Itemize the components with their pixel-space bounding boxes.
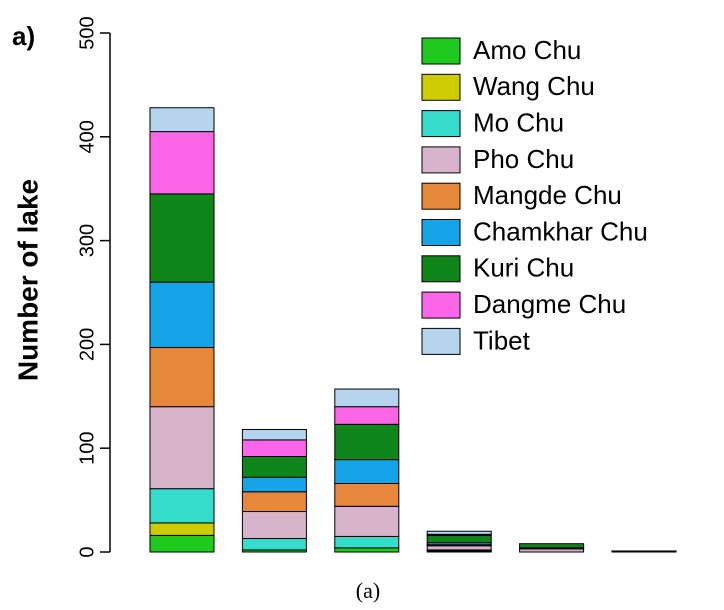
bar-segment [241,456,307,478]
legend-swatch [421,73,461,101]
legend-swatch [421,182,461,210]
legend-swatch [421,219,461,246]
y-tick-label: 400 [76,120,98,153]
y-tick-label: 500 [76,16,98,49]
legend-label: Dangme Chu [473,289,626,319]
y-tick-label: 200 [76,328,98,361]
legend-swatch [421,146,461,174]
y-axis-title: Number of lake [12,179,43,381]
legend-label: Mo Chu [473,107,564,137]
bar-segment [241,538,307,551]
bar-segment [334,482,400,507]
caption: (a) [356,578,380,603]
bar-segment [426,545,492,551]
bar-segment [149,107,215,133]
bar-segment [149,406,215,490]
bar-segment [241,491,307,513]
bar-segment [426,530,492,535]
legend-swatch [421,291,461,319]
bar-segment [149,522,215,536]
legend-label: Chamkhar Chu [473,216,648,246]
bar-segment [334,459,400,484]
bar-segment [149,281,215,349]
legend-swatch [421,327,461,355]
legend-swatch [421,37,461,65]
bar-segment [426,534,492,544]
bar-segment [519,543,585,549]
legend-label: Wang Chu [473,71,595,101]
bar-segment [241,476,307,493]
legend-label: Kuri Chu [473,253,574,283]
y-tick-label: 0 [76,546,98,557]
bar-segment [149,347,215,408]
bar-segment [241,511,307,540]
legend-swatch [421,255,461,283]
bar-segment [149,193,215,283]
bar-segment [149,534,215,553]
bar-segment [334,388,400,408]
bar-segment [241,439,307,458]
legend-label: Amo Chu [473,35,581,65]
legend-label: Pho Chu [473,144,574,174]
bar-segment [241,429,307,441]
panel-label: a) [12,21,35,51]
bar-segment [334,505,400,537]
bar-segment [611,550,677,553]
bar-segment [334,547,400,553]
bar-segment [334,423,400,461]
y-tick-label: 100 [76,432,98,465]
legend-swatch [421,110,461,138]
bar-segment [149,488,215,524]
legend-label: Mangde Chu [473,180,622,210]
legend-label: Tibet [473,325,531,355]
bar-segment [334,535,400,549]
bar-segment [149,131,215,195]
y-tick-label: 300 [76,224,98,257]
bar-segment [334,406,400,425]
